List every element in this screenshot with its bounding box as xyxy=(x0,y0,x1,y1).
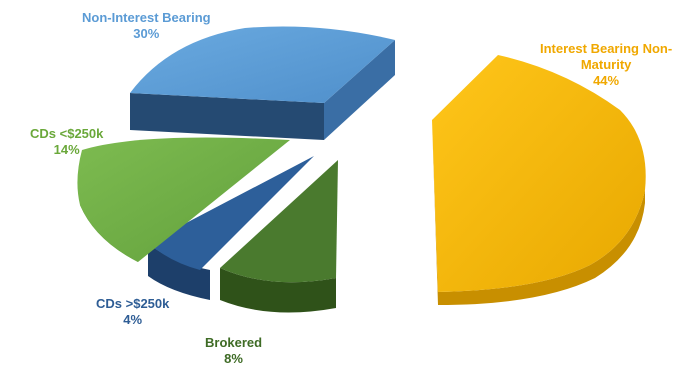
slice-label-name: CDs <$250k xyxy=(30,126,104,141)
slice-label-name: Interest Bearing Non- xyxy=(540,41,673,56)
pie-slice-top xyxy=(77,137,290,262)
slice-label-value: 44% xyxy=(593,73,620,88)
pie-slice-side xyxy=(130,93,324,140)
slice-label-name: Brokered xyxy=(205,335,263,350)
slice-label-value: 30% xyxy=(133,26,160,41)
slice-label-name: Maturity xyxy=(580,57,632,72)
pie-slice-side xyxy=(324,40,395,140)
pie-slice-top xyxy=(130,26,395,103)
pie-slice-top xyxy=(148,156,314,270)
pie-slice-brokered xyxy=(220,160,338,313)
pie-slice-non-interest-bearing xyxy=(130,26,395,140)
pie-slice-cds-250k xyxy=(148,156,314,300)
pie-slice-side xyxy=(220,268,336,313)
pie-slice-interest-bearing-non-maturity xyxy=(432,55,646,305)
slice-label: CDs >$250k 4% xyxy=(96,296,169,328)
pie-slice-top xyxy=(220,160,338,283)
slice-label-name: Non-Interest Bearing xyxy=(82,10,211,25)
slice-label-value: 8% xyxy=(224,351,243,366)
slice-label: Brokered 8% xyxy=(205,335,262,367)
slice-label-value: 14% xyxy=(53,142,80,157)
pie-slice-top xyxy=(432,55,646,292)
slice-label: Non-Interest Bearing 30% xyxy=(82,10,211,42)
pie-slice-cds-250k xyxy=(77,137,290,262)
slice-label: Interest Bearing Non- Maturity 44% xyxy=(540,41,672,89)
slice-label: CDs <$250k 14% xyxy=(30,126,103,158)
slice-label-name: CDs >$250k xyxy=(96,296,170,311)
pie-slice-side xyxy=(148,243,210,300)
slice-label-value: 4% xyxy=(123,312,143,327)
